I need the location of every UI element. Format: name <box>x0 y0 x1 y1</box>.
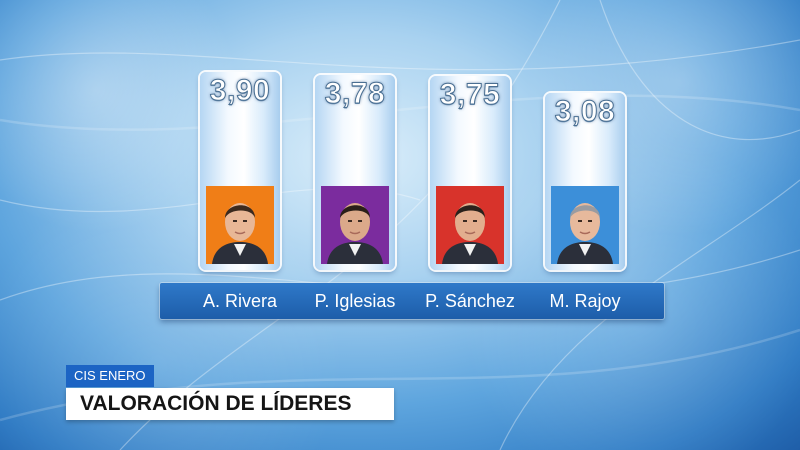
person-photo-icon <box>321 186 389 264</box>
candidate-name-label: M. Rajoy <box>549 291 621 311</box>
candidate-names-bar: A. Rivera P. Iglesias P. Sánchez M. Rajoy <box>160 283 664 319</box>
bar-value-label: 3,78 <box>324 77 386 111</box>
chart-bar: 3,08 <box>545 93 625 270</box>
bar-value-label: 3,90 <box>209 74 271 108</box>
person-photo-icon <box>206 186 274 264</box>
chart-title: VALORACIÓN DE LÍDERES <box>66 388 394 420</box>
person-photo-icon <box>436 186 504 264</box>
chart-bar: 3,75 <box>430 76 510 270</box>
candidate-name-label: P. Sánchez <box>425 291 515 311</box>
bar-value-label: 3,08 <box>554 95 616 129</box>
source-tag: CIS ENERO <box>66 365 154 387</box>
chart-bar: 3,78 <box>315 75 395 270</box>
person-photo-icon <box>551 186 619 264</box>
candidate-name-label: P. Iglesias <box>314 291 396 311</box>
candidate-name-label: A. Rivera <box>202 291 278 311</box>
chart-bar: 3,90 <box>200 72 280 270</box>
bar-value-label: 3,75 <box>439 78 501 112</box>
